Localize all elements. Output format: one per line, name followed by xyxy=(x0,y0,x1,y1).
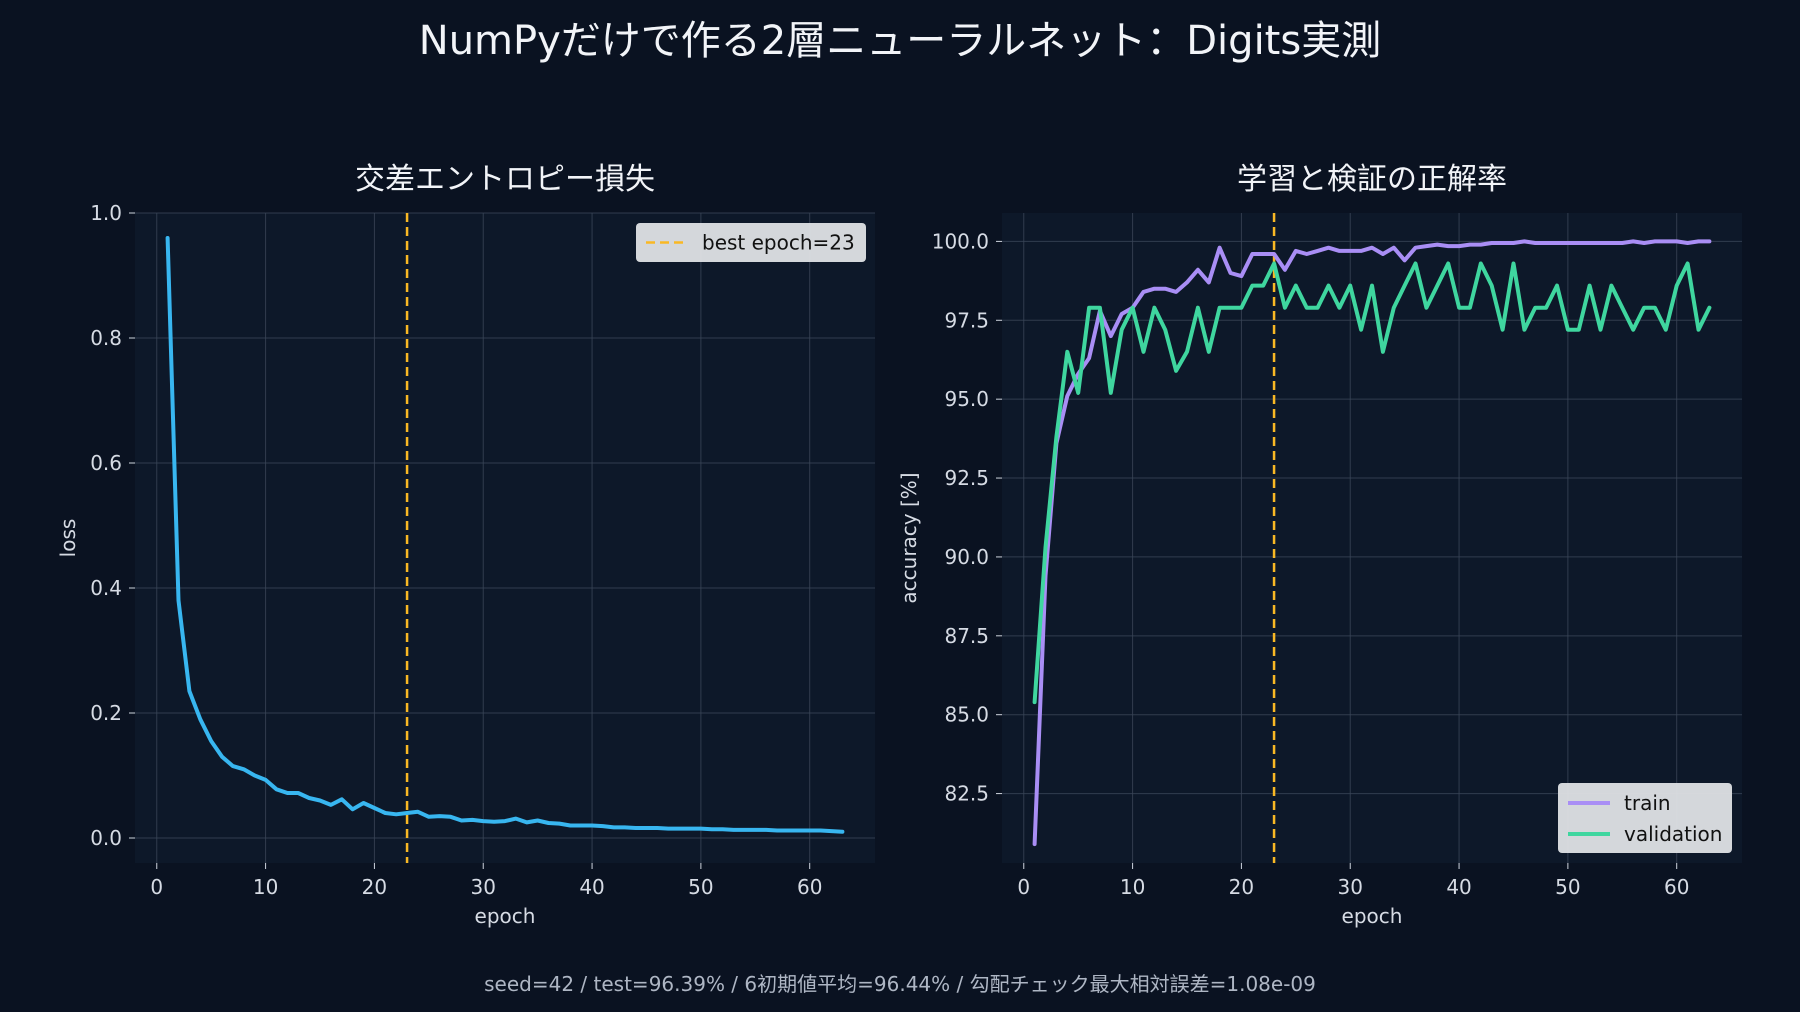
x-tick-label: 20 xyxy=(362,875,387,899)
y-tick-label: 95.0 xyxy=(944,387,989,411)
accuracy-chart-title: 学習と検証の正解率 xyxy=(1237,162,1507,197)
x-tick-label: 20 xyxy=(1229,875,1254,899)
x-tick-label: 0 xyxy=(1017,875,1030,899)
y-tick-label: 90.0 xyxy=(944,545,989,569)
series-line-train xyxy=(1032,239,1712,847)
x-tick-label: 50 xyxy=(688,875,713,899)
x-axis-label: epoch xyxy=(1342,904,1403,928)
y-tick-label: 0.6 xyxy=(90,451,122,475)
x-tick-label: 0 xyxy=(150,875,163,899)
loss-series-line xyxy=(165,236,845,834)
x-tick-label: 40 xyxy=(579,875,604,899)
figure-title: NumPyだけで作る2層ニューラルネット：Digits実測 xyxy=(419,18,1381,64)
y-tick-label: 97.5 xyxy=(944,308,989,332)
y-axis-label: loss xyxy=(56,519,80,558)
y-tick-label: 82.5 xyxy=(944,782,989,806)
legend-label-validation: validation xyxy=(1624,822,1722,846)
loss-plot-area xyxy=(135,213,875,863)
series-line-validation xyxy=(1032,261,1712,705)
y-tick-label: 1.0 xyxy=(90,201,122,225)
x-tick-label: 30 xyxy=(471,875,496,899)
loss-chart: 0 10 20 30 40 50 60 0.0 0.2 0.4 0.6 0.8 1.0 交差エントロピー損… xyxy=(56,162,875,928)
legend-label-best-epoch: best epoch=23 xyxy=(702,231,855,255)
loss-chart-title: 交差エントロピー損失 xyxy=(355,162,655,197)
x-tick-label: 40 xyxy=(1446,875,1471,899)
y-tick-label: 0.4 xyxy=(90,576,122,600)
y-tick-label: 0.8 xyxy=(90,326,122,350)
y-tick-label: 0.2 xyxy=(90,701,122,725)
y-tick-label: 100.0 xyxy=(932,229,989,253)
x-tick-label: 30 xyxy=(1338,875,1363,899)
accuracy-chart: 0 10 20 30 40 50 60 82.5 85.0 87.5 90.0 92.5 95.0 97.… xyxy=(897,162,1742,928)
y-axis-label: accuracy [%] xyxy=(897,472,921,603)
accuracy-plot-area xyxy=(1002,213,1742,863)
x-tick-label: 60 xyxy=(797,875,822,899)
x-axis-label: epoch xyxy=(475,904,536,928)
x-tick-label: 50 xyxy=(1555,875,1580,899)
y-tick-label: 87.5 xyxy=(944,624,989,648)
x-tick-label: 10 xyxy=(253,875,278,899)
y-tick-label: 85.0 xyxy=(944,703,989,727)
x-tick-label: 10 xyxy=(1120,875,1145,899)
legend-label-train: train xyxy=(1624,791,1671,815)
y-tick-label: 0.0 xyxy=(90,826,122,850)
legend-box xyxy=(636,223,866,262)
x-tick-label: 60 xyxy=(1664,875,1689,899)
y-tick-label: 92.5 xyxy=(944,466,989,490)
footer-note: seed=42 / test=96.39% / 6初期値平均=96.44% / … xyxy=(484,972,1316,996)
